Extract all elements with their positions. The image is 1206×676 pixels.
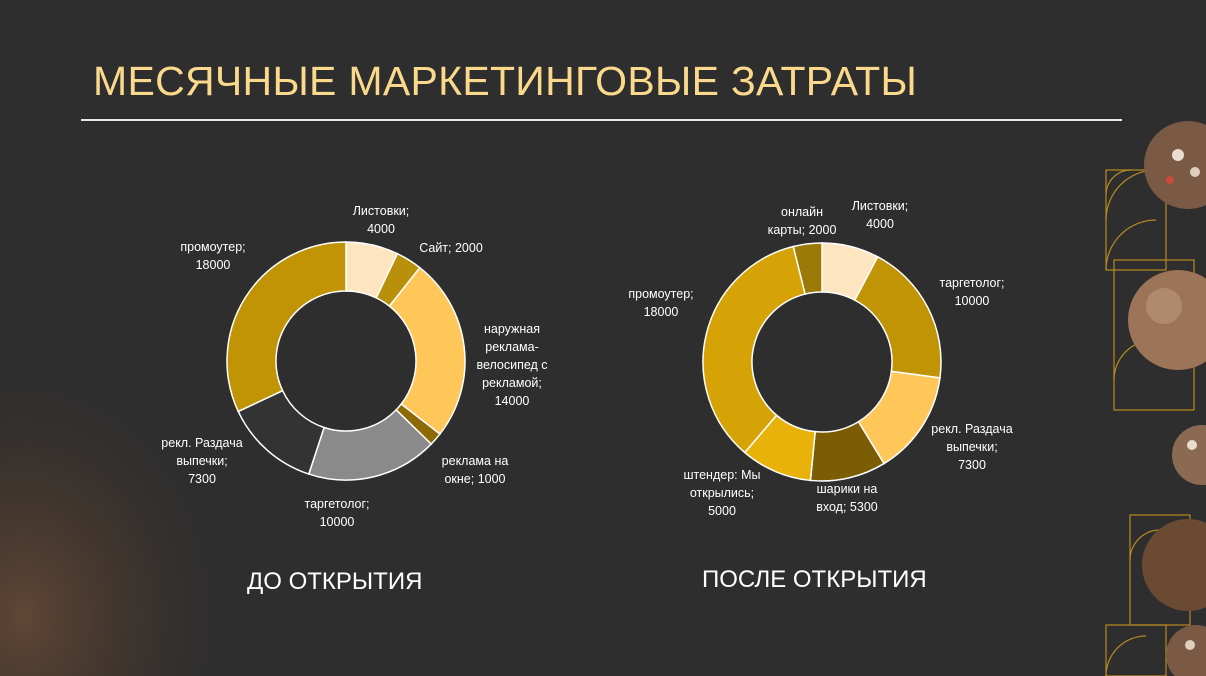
donut-1-label-7: промоутер; 18000 [180, 240, 245, 272]
donut-2-slice-7 [792, 242, 823, 295]
donut-2-label-4: шарики на вход; 5300 [816, 482, 878, 514]
donut-2-label-6: промоутер; 18000 [628, 287, 693, 319]
donut-1-label-6: рекл. Раздача выпечки; 7300 [161, 436, 242, 486]
decorative-truffles [1105, 121, 1206, 676]
donut-2-label-1: Листовки; 4000 [852, 199, 909, 231]
donut-2-label-5: штендер: Мы открылись; 5000 [683, 468, 760, 518]
donut-1-label-3: наружная реклама-велосипед с рекламой; 1400… [476, 322, 547, 408]
donut-2-label-3: рекл. Раздача выпечки; 7300 [931, 422, 1012, 472]
title-divider [81, 119, 1122, 121]
donut-2-slice-2 [853, 255, 942, 379]
donut-2-slice-6 [702, 245, 807, 454]
donut-2-label-7: онлайн карты; 2000 [768, 205, 837, 237]
donut-1-slice-3 [388, 266, 466, 436]
caption-before: ДО ОТКРЫТИЯ [247, 568, 423, 595]
donut-1-label-1: Листовки; 4000 [353, 204, 410, 236]
page-title: МЕСЯЧНЫЕ МАРКЕТИНГОВЫЕ ЗАТРАТЫ [93, 58, 918, 104]
dust-texture [0, 380, 240, 676]
donut-1-label-4: реклама на окне; 1000 [442, 454, 509, 486]
donut-1-slice-7 [226, 241, 347, 413]
donut-2-label-2: таргетолог; 10000 [940, 276, 1005, 308]
donut-1-label-5: таргетолог; 10000 [305, 497, 370, 529]
donut-1-label-2: Сайт; 2000 [419, 241, 483, 255]
caption-after: ПОСЛЕ ОТКРЫТИЯ [702, 566, 927, 593]
